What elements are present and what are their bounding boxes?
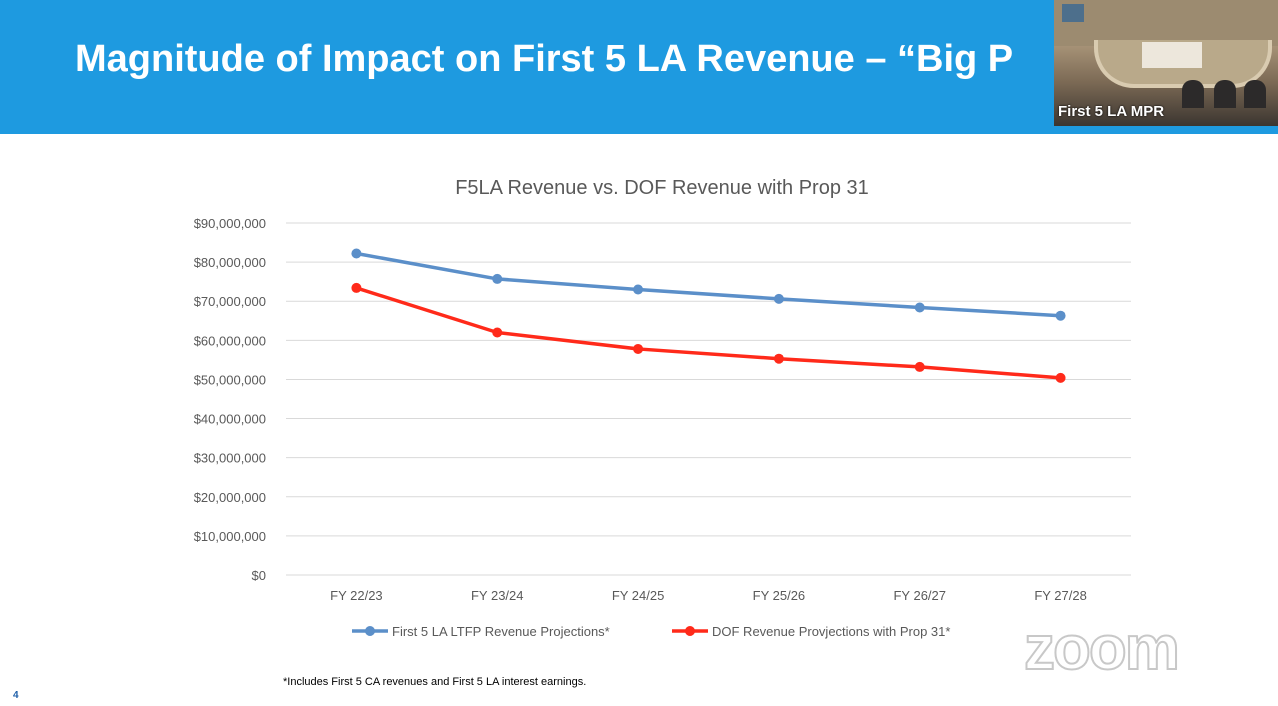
participant-video-tile[interactable]: First 5 LA MPR — [1054, 0, 1278, 126]
data-point — [351, 248, 362, 259]
x-tick-label: FY 23/24 — [471, 588, 524, 603]
video-person — [1214, 80, 1236, 108]
revenue-line-chart: F5LA Revenue vs. DOF Revenue with Prop 3… — [194, 177, 1131, 639]
zoom-logo-watermark: zoom — [1023, 614, 1181, 683]
y-tick-label: $30,000,000 — [194, 451, 266, 466]
y-tick-label: $70,000,000 — [194, 294, 266, 309]
x-axis-tick-labels: FY 22/23 FY 23/24 FY 24/25 FY 25/26 FY 26/27… — [330, 588, 1087, 603]
chart-legend: First 5 LA LTFP Revenue Projections* DOF … — [352, 624, 950, 639]
chart-series — [351, 248, 1066, 383]
series-line-1 — [354, 286, 1063, 380]
video-wall — [1054, 0, 1278, 46]
slide-footnote: *Includes First 5 CA revenues and First … — [283, 676, 587, 688]
page-number: 4 — [13, 690, 19, 701]
chart-gridlines — [286, 222, 1131, 576]
video-person — [1244, 80, 1266, 108]
data-point — [914, 302, 925, 313]
series-line-0 — [354, 251, 1063, 318]
data-point — [633, 284, 644, 295]
slide-title: Magnitude of Impact on First 5 LA Revenu… — [75, 38, 1014, 80]
y-tick-label: $60,000,000 — [194, 333, 266, 348]
data-point — [633, 343, 644, 354]
legend-swatch-marker — [365, 626, 375, 636]
y-tick-label: $10,000,000 — [194, 529, 266, 544]
data-point — [1055, 372, 1066, 383]
chart-title: F5LA Revenue vs. DOF Revenue with Prop 3… — [455, 177, 869, 199]
y-tick-label: $90,000,000 — [194, 216, 266, 231]
data-point — [1055, 310, 1066, 321]
y-tick-label: $50,000,000 — [194, 372, 266, 387]
video-screen — [1062, 4, 1084, 22]
y-tick-label: $40,000,000 — [194, 412, 266, 427]
y-tick-label: $20,000,000 — [194, 490, 266, 505]
x-tick-label: FY 25/26 — [753, 588, 806, 603]
data-point — [492, 327, 503, 338]
x-tick-label: FY 26/27 — [893, 588, 946, 603]
participant-name: First 5 LA MPR — [1058, 103, 1165, 120]
x-tick-label: FY 27/28 — [1034, 588, 1087, 603]
legend-swatch-marker — [685, 626, 695, 636]
legend-label: DOF Revenue Provjections with Prop 31* — [712, 624, 950, 639]
data-point — [351, 282, 362, 293]
y-tick-label: $80,000,000 — [194, 255, 266, 270]
data-point — [773, 353, 784, 364]
video-person — [1182, 80, 1204, 108]
legend-label: First 5 LA LTFP Revenue Projections* — [392, 624, 610, 639]
video-desk — [1142, 42, 1202, 68]
data-point — [773, 293, 784, 304]
y-axis-tick-labels: $0 $10,000,000 $20,000,000 $30,000,000 $40,0… — [194, 216, 266, 583]
x-tick-label: FY 24/25 — [612, 588, 665, 603]
data-point — [492, 273, 503, 284]
x-tick-label: FY 22/23 — [330, 588, 383, 603]
data-point — [914, 361, 925, 372]
y-tick-label: $0 — [252, 568, 266, 583]
